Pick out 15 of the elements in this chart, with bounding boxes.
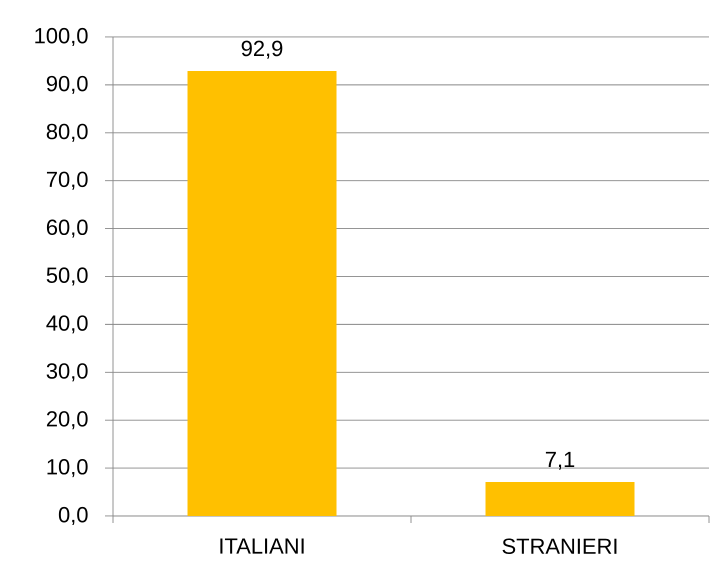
data-label: 7,1 (546, 452, 574, 470)
y-tick-label: 100,0 (35, 28, 88, 46)
y-tick-label: 60,0 (46, 220, 88, 238)
data-label: 92,9 (242, 40, 282, 59)
y-tick-label: 80,0 (46, 124, 88, 142)
x-tick-label: ITALIANI (220, 538, 304, 554)
y-tick-label: 0,0 (58, 506, 88, 526)
y-tick-label: 30,0 (46, 363, 88, 382)
x-tick-label: STRANIERI (502, 538, 616, 554)
y-tick-label: 20,0 (46, 411, 88, 430)
y-tick-label: 10,0 (48, 459, 88, 478)
y-tick-label: 50,0 (46, 267, 88, 286)
y-tick-label: 40,0 (46, 315, 88, 334)
y-tick-label: 90,0 (46, 76, 88, 94)
y-tick-label: 70,0 (46, 172, 88, 190)
